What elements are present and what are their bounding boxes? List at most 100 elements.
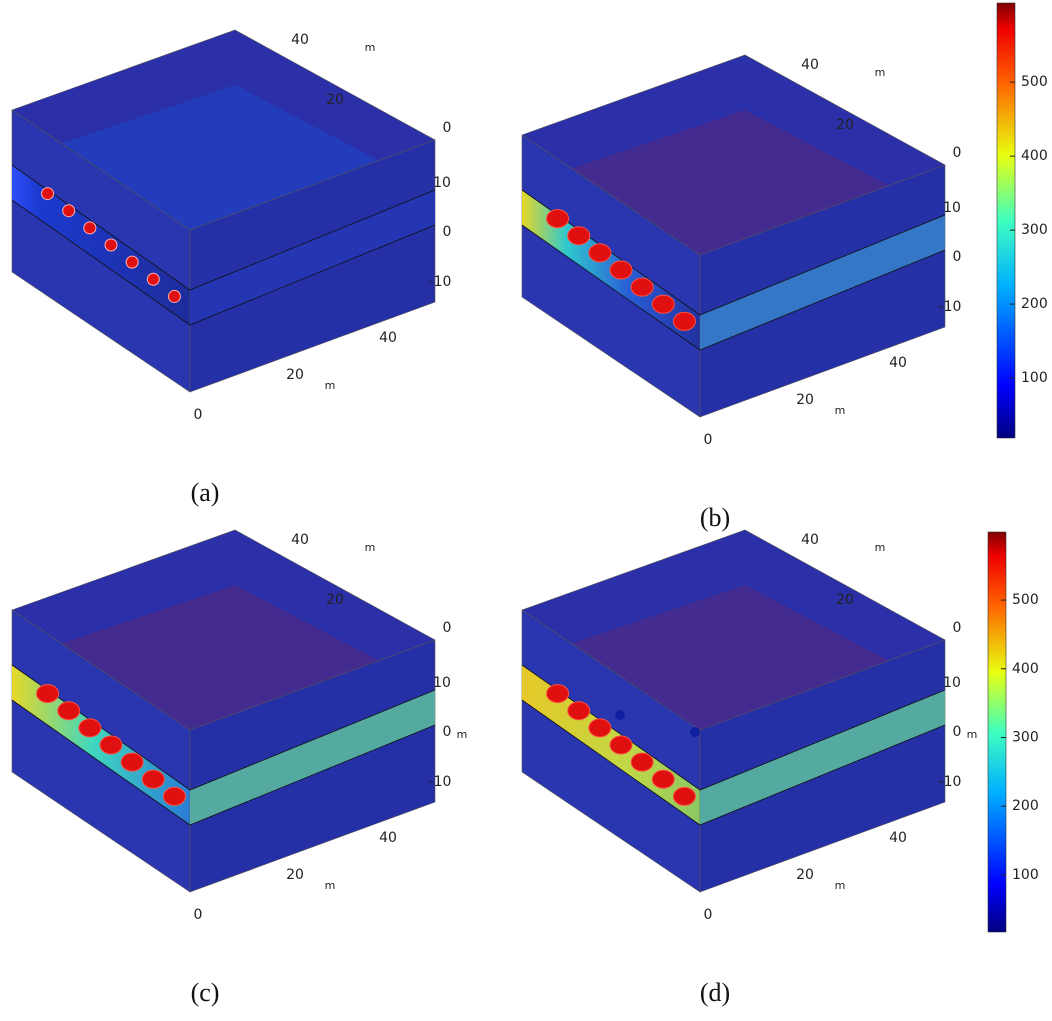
axis-unit: m [325,379,336,392]
right-slab [190,190,435,325]
colorbar-tick-label: 200 [1012,798,1039,814]
panel: 40 20 m 0 10 0 -10 40 20 0 m (a) [11,29,452,507]
panel: 40 20 m 0 10 0 -10 40 20 0 m (b) [521,54,962,532]
axis-tick-label: 0 [953,249,962,265]
axis-tick-label: 40 [889,830,907,846]
axis-tick-label: 10 [943,675,961,691]
heat-source [78,718,102,738]
axis-tick-label: 0 [704,432,713,448]
heat-source [162,786,186,806]
axis-tick-label: -10 [939,774,962,790]
axis-tick-label: 0 [194,407,203,423]
axis-unit: m [875,66,886,79]
axis-unit: m [457,728,468,741]
heat-source [546,684,570,704]
colorbar [987,531,1007,933]
heat-source [36,684,60,704]
heat-source [630,277,654,297]
axis-tick-label: 40 [291,532,309,548]
colorbar-tick-label: 500 [1012,592,1039,608]
heat-source [672,786,696,806]
heat-source [651,769,675,789]
heat-source [546,209,570,229]
heat-source [588,243,612,263]
heat-source [125,255,139,269]
heat-source [62,204,76,218]
heat-source [567,226,591,246]
axis-tick-label: 40 [379,830,397,846]
slab-edge [521,699,946,826]
axis-tick-label: 10 [433,675,451,691]
heat-source [120,752,144,772]
heat-source [141,769,165,789]
axis-unit: m [325,879,336,892]
heat-source [609,735,633,755]
axis-unit: m [835,879,846,892]
axis-unit: m [365,41,376,54]
axis-tick-label: 40 [291,32,309,48]
axis-tick-label: 0 [194,907,203,923]
caption: (b) [700,503,730,532]
slab-edge [11,699,436,826]
heat-source [630,752,654,772]
axis-tick-label: 20 [836,117,854,133]
heat-source [672,311,696,331]
axis-unit: m [967,728,978,741]
axis-tick-label: 0 [953,145,962,161]
colorbar-tick-label: 200 [1021,296,1048,312]
axis-tick-label: 0 [443,620,452,636]
heat-source [83,221,97,235]
heat-source [99,735,123,755]
axis-unit: m [365,541,376,554]
axis-tick-label: 20 [326,92,344,108]
axis-tick-label: 0 [443,224,452,240]
cold-spot [690,727,700,737]
heat-source [41,187,55,201]
caption: (a) [191,478,220,507]
axis-tick-label: 0 [704,907,713,923]
caption: (c) [191,978,220,1007]
axis-tick-label: 20 [836,592,854,608]
axis-tick-label: 40 [801,57,819,73]
colorbar [996,2,1016,439]
colorbar-tick-label: 100 [1021,370,1048,386]
slab-edge [521,224,946,351]
axis-tick-label: 40 [379,330,397,346]
axis-tick-label: 20 [286,367,304,383]
axis-tick-label: 20 [796,392,814,408]
axis-tick-label: 0 [443,120,452,136]
right-slab [190,690,435,825]
axis-tick-label: 40 [801,532,819,548]
slab-edge [11,199,436,326]
axis-tick-label: 20 [286,867,304,883]
axis-unit: m [835,404,846,417]
colorbar-tick-label: 300 [1012,729,1039,745]
axis-tick-label: 20 [326,592,344,608]
heat-source [609,260,633,280]
axis-tick-label: 40 [889,355,907,371]
left-slab [12,165,190,325]
axis-tick-label: 0 [953,724,962,740]
right-slab [700,215,945,350]
colorbar-tick-label: 400 [1021,148,1048,164]
heat-source [567,701,591,721]
axis-tick-label: 10 [433,175,451,191]
axis-tick-label: 20 [796,867,814,883]
axis-tick-label: -10 [429,774,452,790]
caption: (d) [700,978,730,1007]
heat-source [588,718,612,738]
heat-source [57,701,81,721]
heat-source [104,238,118,252]
heat-source [146,272,160,286]
colorbar-tick-label: 300 [1021,222,1048,238]
axis-tick-label: 10 [943,200,961,216]
colorbar-tick-label: 400 [1012,661,1039,677]
right-slab [700,690,945,825]
heat-source [167,289,181,303]
colorbar-tick-label: 500 [1021,74,1048,90]
axis-tick-label: 0 [953,620,962,636]
axis-tick-label: 0 [443,724,452,740]
